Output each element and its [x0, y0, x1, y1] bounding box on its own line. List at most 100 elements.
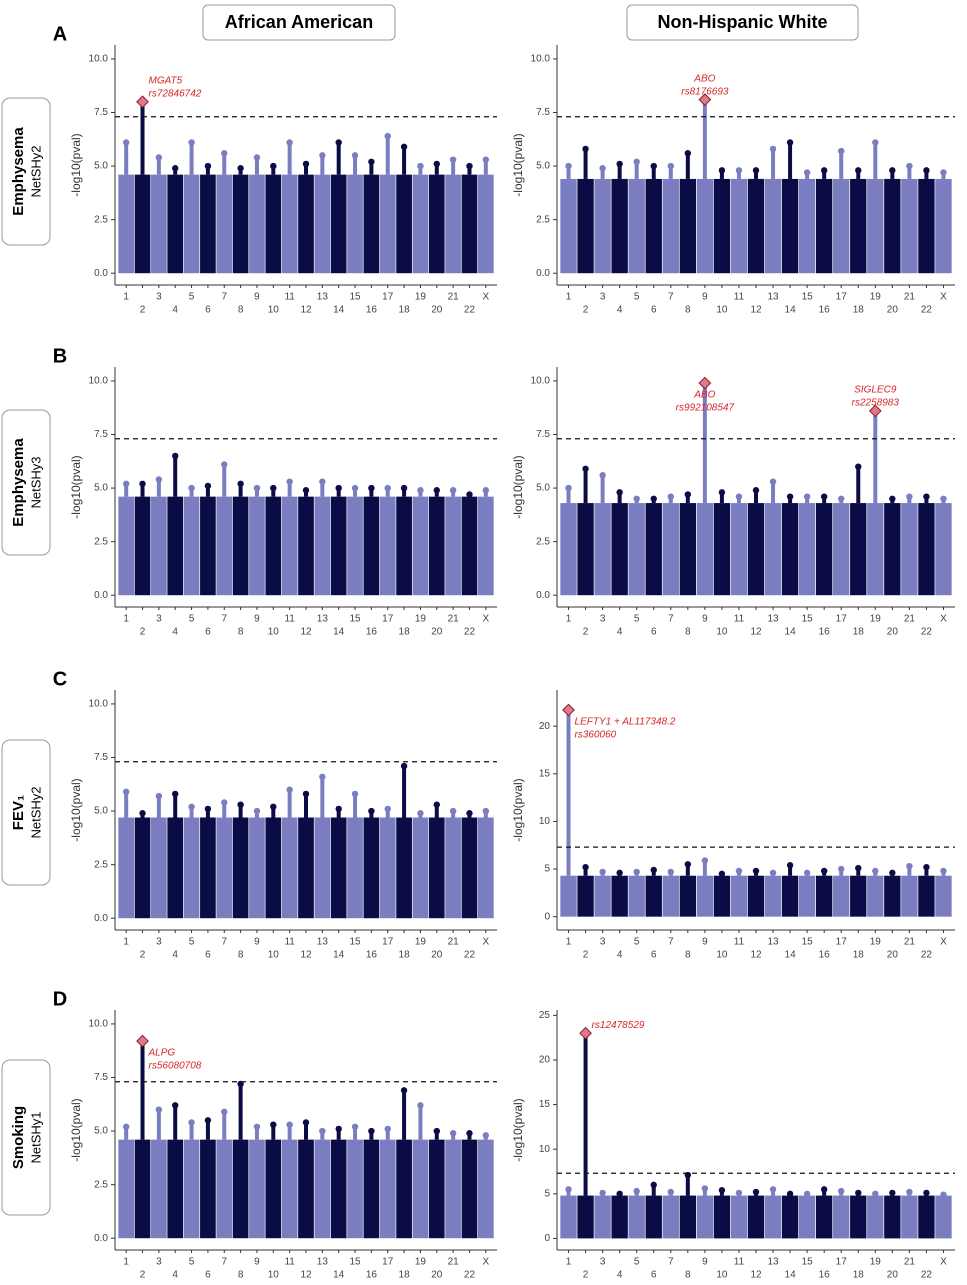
x-tick-label: 7	[668, 1257, 674, 1268]
chromosome-bulk	[314, 817, 331, 919]
chromosome-bulk	[662, 875, 679, 917]
x-tick-label: 14	[785, 950, 797, 961]
x-tick-label: X	[482, 937, 489, 948]
y-tick-label: 7.5	[94, 429, 108, 440]
y-tick-label: 7.5	[536, 107, 550, 118]
x-tick-label: 16	[366, 950, 378, 961]
top-snp	[384, 1125, 391, 1133]
top-snp	[872, 1190, 879, 1197]
x-tick-label: 4	[172, 627, 178, 638]
chromosome-bulk	[363, 1139, 380, 1239]
x-tick-label: 12	[750, 305, 762, 316]
x-tick-label: 16	[819, 950, 831, 961]
chromosome-bulk	[850, 875, 867, 917]
y-tick-label: 0.0	[94, 1233, 108, 1244]
x-tick-label: 8	[238, 950, 244, 961]
chromosome-bulk	[867, 503, 884, 596]
chromosome-bulk	[918, 875, 935, 917]
chromosome-bulk	[232, 817, 249, 919]
column-header-box	[626, 4, 859, 41]
x-tick-label: 10	[268, 1270, 280, 1280]
chromosome-bulk	[662, 503, 679, 596]
top-snp	[906, 162, 913, 170]
x-tick-label: 16	[819, 627, 831, 638]
top-snp	[466, 810, 473, 817]
chromosome-bulk	[730, 503, 748, 596]
top-snp	[872, 867, 879, 875]
chromosome-bulk	[679, 875, 697, 917]
top-snp	[906, 493, 913, 500]
chromosome-bulk	[747, 503, 765, 596]
chromosome-bulk	[594, 178, 611, 274]
chromosome-bulk	[347, 817, 363, 919]
x-tick-label: 9	[254, 292, 260, 303]
y-tick-label: 10.0	[89, 1019, 109, 1030]
chromosome-bulk	[200, 1139, 216, 1239]
top-snp	[286, 139, 293, 146]
top-snp	[286, 786, 293, 793]
x-tick-label: 3	[156, 937, 162, 948]
chromosome-bulk	[134, 817, 151, 919]
top-snp	[667, 493, 674, 500]
x-tick-label: 12	[300, 627, 312, 638]
chromosome-bulk	[363, 817, 380, 919]
chromosome-bulk	[679, 1195, 697, 1239]
x-tick-label: 16	[819, 1270, 831, 1280]
top-snp	[417, 487, 424, 494]
x-tick-label: 20	[431, 627, 443, 638]
chromosome-bulk	[216, 1139, 233, 1239]
x-tick-label: 21	[904, 614, 916, 625]
chromosome-bulk	[918, 1195, 935, 1239]
top-snp	[820, 867, 828, 875]
x-tick-label: 3	[600, 614, 606, 625]
y-axis-label: -log10(pval)	[511, 133, 525, 196]
top-snp	[319, 152, 326, 159]
y-tick-label: 5.0	[94, 806, 108, 817]
top-snp	[237, 801, 244, 808]
chromosome-bulk	[833, 1195, 850, 1239]
x-tick-label: 10	[716, 1270, 728, 1280]
chromosome-bulk	[265, 1139, 282, 1239]
x-tick-label: 10	[268, 305, 280, 316]
x-tick-label: 17	[836, 937, 848, 948]
x-tick-label: 14	[333, 627, 345, 638]
top-snp	[855, 864, 862, 872]
row-title: Emphysema	[10, 438, 27, 527]
x-tick-label: 19	[870, 937, 882, 948]
row-label-box	[1, 409, 51, 556]
annotation: MGAT5	[149, 75, 183, 86]
chromosome-bulk	[560, 503, 577, 596]
x-tick-label: 6	[651, 950, 657, 961]
row-label-box	[1, 739, 51, 886]
x-tick-label: 17	[836, 614, 848, 625]
top-snp	[172, 165, 179, 172]
top-snp	[204, 805, 212, 813]
top-snp	[237, 165, 244, 172]
x-tick-label: 7	[668, 292, 674, 303]
chromosome-bulk	[662, 1195, 679, 1239]
x-tick-label: 9	[702, 1257, 708, 1268]
y-tick-label: 0.0	[536, 268, 550, 279]
chromosome-bulk	[884, 875, 901, 917]
lead-snp	[136, 1034, 149, 1048]
annotation: rs992108547	[676, 403, 735, 414]
top-snp	[433, 487, 440, 494]
x-tick-label: 12	[750, 1270, 762, 1280]
top-snp	[482, 1132, 490, 1139]
top-snp	[718, 489, 726, 496]
top-snp	[221, 461, 228, 468]
x-tick-label: 2	[583, 950, 589, 961]
chromosome-bulk	[560, 875, 577, 917]
x-tick-label: 8	[685, 1270, 691, 1280]
row-title: Emphysema	[10, 127, 27, 216]
chromosome-bulk	[167, 817, 184, 919]
y-tick-label: 0.0	[94, 590, 108, 601]
x-tick-label: 13	[317, 614, 329, 625]
top-snp	[155, 1106, 163, 1113]
top-snp	[803, 1190, 811, 1197]
x-tick-label: 1	[566, 937, 572, 948]
chromosome-bulk	[645, 503, 662, 596]
chromosome-bulk	[330, 496, 347, 596]
x-tick-label: X	[482, 614, 489, 625]
